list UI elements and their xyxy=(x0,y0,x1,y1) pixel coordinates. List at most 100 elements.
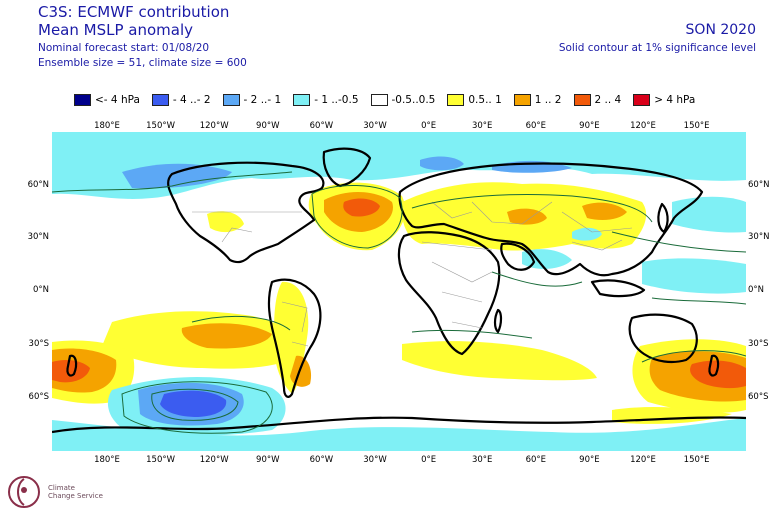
axis-tick-label: 90°E xyxy=(579,121,600,131)
axis-tick-label: 0°N xyxy=(32,285,49,295)
axis-tick-label: 60°E xyxy=(525,455,547,465)
anomaly-map xyxy=(52,132,746,451)
axis-tick-label: 30°W xyxy=(363,121,387,131)
europe-asia-coast xyxy=(398,162,704,277)
legend-swatch xyxy=(74,94,91,106)
legend-label: -0.5..0.5 xyxy=(391,94,436,106)
axis-tick-label: 60°E xyxy=(525,121,547,131)
greenland-coast xyxy=(322,147,372,188)
darkorange-region-tasman-east xyxy=(690,360,746,389)
page-title: C3S: ECMWF contribution xyxy=(38,3,230,21)
axis-tick-label: 0°E xyxy=(421,121,437,131)
orange-region-caspian xyxy=(507,208,547,225)
color-legend: <- 4 hPa - 4 ..- 2 - 2 ..- 1 - 1 ..-0.5 -0.5… xyxy=(74,93,707,107)
coastlines xyxy=(52,147,746,434)
axis-tick-label: 60°W xyxy=(309,455,334,465)
darkorange-region-tasman-west xyxy=(52,360,90,383)
axis-tick-label: 60°S xyxy=(748,392,769,402)
legend-swatch xyxy=(222,94,240,106)
axis-tick-label: 180°E xyxy=(94,121,120,131)
axis-tick-label: 60°N xyxy=(748,180,770,190)
arabia-coast xyxy=(500,242,536,271)
logo-icon xyxy=(8,476,40,508)
cyan-region-tibet xyxy=(572,227,602,241)
legend-item: -0.5..0.5 xyxy=(370,94,436,106)
axis-tick-label: 30°W xyxy=(363,455,387,465)
legend-label: 2 .. 4 xyxy=(594,94,622,106)
axis-tick-label: 120°E xyxy=(630,455,656,465)
map-svg xyxy=(52,132,746,451)
cyan-region-north xyxy=(52,132,746,199)
orange-region-southpacific xyxy=(181,323,272,349)
significance-contours xyxy=(52,171,746,434)
lightblue-region-scandinavia xyxy=(420,156,464,171)
significance-note: Solid contour at 1% significance level xyxy=(558,42,756,54)
legend-item: 0.5.. 1 xyxy=(447,94,502,106)
axis-tick-label: 0°E xyxy=(421,455,437,465)
season-label: SON 2020 xyxy=(685,22,756,38)
axis-tick-label: 60°N xyxy=(27,180,49,190)
logo-line1: Climate xyxy=(48,484,75,492)
legend-swatch xyxy=(573,94,591,106)
axis-tick-label: 120°W xyxy=(199,455,229,465)
legend-swatch xyxy=(151,94,169,106)
axis-tick-label: 120°E xyxy=(630,121,656,131)
madagascar-coast xyxy=(493,308,503,334)
legend-item: - 2 ..- 1 xyxy=(222,94,282,106)
legend-label: - 1 ..-0.5 xyxy=(314,94,359,106)
indonesia-coast xyxy=(590,279,646,298)
axis-tick-label: 150°E xyxy=(683,121,710,131)
axis-tick-label: 150°W xyxy=(146,121,176,131)
legend-swatch xyxy=(370,94,388,106)
australia-coast xyxy=(628,313,698,364)
yellow-region-southatlantic xyxy=(402,341,597,381)
antarctica-coast xyxy=(52,416,746,434)
new-zealand-coast-west xyxy=(66,354,78,377)
cyan-region-antarctic xyxy=(52,418,746,451)
legend-label: - 4 ..- 2 xyxy=(172,94,211,106)
blue-region-southern-ocean xyxy=(160,390,227,417)
legend-swatch xyxy=(513,94,531,106)
legend-swatch xyxy=(447,94,465,106)
yellow-region-mexico xyxy=(207,211,244,233)
darkorange-region-atlantic xyxy=(343,198,380,217)
axis-tick-label: 30°N xyxy=(27,232,49,242)
legend-item: <- 4 hPa xyxy=(74,94,140,106)
legend-item: - 4 ..- 2 xyxy=(151,94,211,106)
copernicus-logo: Climate Change Service xyxy=(6,474,136,514)
axis-tick-label: 90°E xyxy=(579,455,600,465)
cyan-region-westpacific xyxy=(642,258,746,294)
map-subtitle: Mean MSLP anomaly xyxy=(38,21,193,39)
country-borders xyxy=(192,201,633,347)
legend-label: - 2 ..- 1 xyxy=(243,94,282,106)
forecast-start: Nominal forecast start: 01/08/20 xyxy=(38,42,210,54)
legend-label: > 4 hPa xyxy=(654,94,696,106)
north-america-coast xyxy=(167,161,325,264)
legend-item: 1 .. 2 xyxy=(513,94,562,106)
africa-coast xyxy=(397,231,501,356)
axis-tick-label: 90°W xyxy=(256,455,280,465)
axis-tick-label: 60°W xyxy=(309,121,334,131)
legend-label: <- 4 hPa xyxy=(95,94,140,106)
axis-tick-label: 30°E xyxy=(471,455,493,465)
ensemble-size: Ensemble size = 51, climate size = 600 xyxy=(38,57,247,69)
axis-tick-label: 90°W xyxy=(256,121,280,131)
orange-region-mongolia xyxy=(582,202,627,220)
axis-tick-label: 150°W xyxy=(146,455,176,465)
axis-tick-label: 30°E xyxy=(471,121,493,131)
legend-item: > 4 hPa xyxy=(633,94,695,106)
south-america-coast xyxy=(267,278,322,398)
new-zealand-coast xyxy=(708,354,720,377)
legend-swatch xyxy=(633,94,651,106)
logo-line2: Change Service xyxy=(48,492,103,500)
axis-tick-label: 180°E xyxy=(94,455,120,465)
axis-tick-label: 30°S xyxy=(28,339,49,349)
japan-coast xyxy=(657,202,669,234)
cyan-region-india xyxy=(522,249,572,269)
legend-item: - 1 ..-0.5 xyxy=(293,94,359,106)
legend-swatch xyxy=(293,94,311,106)
axis-tick-label: 30°S xyxy=(748,339,769,349)
lightblue-region-north xyxy=(122,163,232,189)
axis-tick-label: 120°W xyxy=(199,121,229,131)
axis-tick-label: 30°N xyxy=(748,232,770,242)
